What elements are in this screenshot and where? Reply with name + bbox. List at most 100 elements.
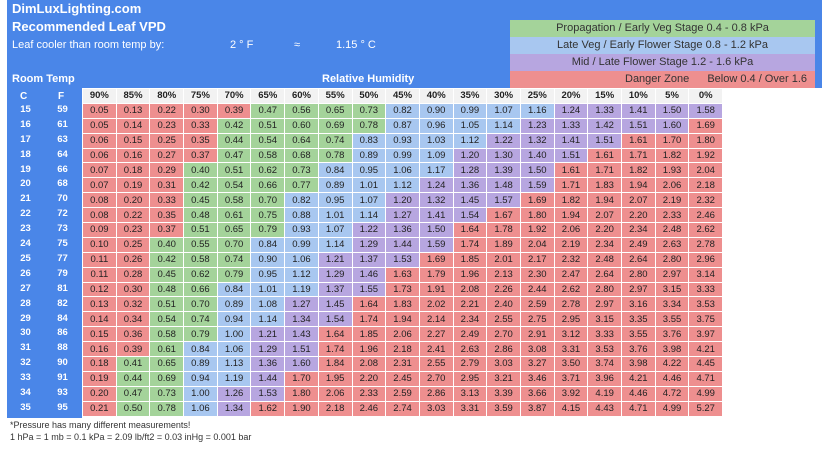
vpd-cell: 3.13 <box>452 385 488 402</box>
vpd-cell: 3.21 <box>486 370 521 387</box>
vpd-cell: 1.19 <box>284 281 319 298</box>
cooler-f-value: 2 ° F <box>230 39 254 51</box>
vpd-cell: 0.13 <box>115 102 151 119</box>
vpd-cell: 0.16 <box>115 147 151 164</box>
vpd-cell: 1.92 <box>519 222 555 238</box>
vpd-cell: 0.73 <box>284 162 319 179</box>
vpd-cell: 1.22 <box>351 222 387 238</box>
cooler-label: Leaf cooler than room temp by: <box>12 39 165 51</box>
vpd-cell: 2.59 <box>385 385 420 402</box>
vpd-cell: 4.21 <box>688 341 724 358</box>
vpd-cell: 1.85 <box>351 326 387 343</box>
vpd-cell: 2.75 <box>519 311 555 328</box>
vpd-cell: 2.32 <box>553 251 589 268</box>
vpd-cell: 1.17 <box>418 162 454 179</box>
vpd-cell: 4.46 <box>654 370 690 387</box>
humidity-header-cell: 45% <box>385 88 420 104</box>
vpd-cell: 3.16 <box>621 296 656 313</box>
vpd-cell: 1.00 <box>183 385 218 402</box>
vpd-cell: 1.50 <box>654 102 690 119</box>
vpd-cell: 2.34 <box>587 236 622 253</box>
vpd-cell: 2.26 <box>486 281 521 298</box>
vpd-cell: 2.86 <box>486 341 521 358</box>
vpd-cell: 2.74 <box>385 400 420 417</box>
vpd-cell: 0.51 <box>149 296 185 313</box>
vpd-cell: 0.51 <box>216 162 252 179</box>
vpd-cell: 4.43 <box>587 400 622 417</box>
vpd-cell: 0.35 <box>149 207 185 224</box>
vpd-cell: 0.99 <box>385 147 420 164</box>
vpd-cell: 2.02 <box>418 296 454 313</box>
vpd-cell: 3.55 <box>621 326 656 343</box>
vpd-cell: 1.12 <box>284 266 319 283</box>
temp-row: 19 66 <box>7 163 82 178</box>
vpd-cell: 1.36 <box>452 177 488 194</box>
vpd-cell: 3.74 <box>587 356 622 372</box>
vpd-cell: 5.27 <box>688 400 724 417</box>
temp-c: 22 <box>20 208 31 220</box>
vpd-cell: 1.07 <box>351 192 387 209</box>
vpd-cell: 0.13 <box>82 296 117 313</box>
table-row: 0.07 0.19 0.31 0.42 0.54 0.66 0.77 0.89 1.01 1.12… <box>82 177 724 194</box>
humidity-header-cell: 35% <box>452 88 488 104</box>
vpd-cell: 0.10 <box>82 236 117 253</box>
vpd-cell: 1.36 <box>250 356 286 372</box>
vpd-cell: 2.91 <box>519 326 555 343</box>
vpd-cell: 2.96 <box>688 251 724 268</box>
vpd-cell: 2.34 <box>452 311 488 328</box>
vpd-cell: 2.06 <box>553 222 589 238</box>
vpd-cell: 1.73 <box>385 281 420 298</box>
vpd-cell: 0.25 <box>115 236 151 253</box>
temp-row: 18 64 <box>7 148 82 163</box>
vpd-cell: 1.06 <box>183 400 218 417</box>
vpd-cell: 0.65 <box>216 222 252 238</box>
vpd-cell: 1.45 <box>317 296 353 313</box>
vpd-cell: 2.30 <box>519 266 555 283</box>
vpd-cell: 0.14 <box>82 311 117 328</box>
vpd-cell: 0.09 <box>82 222 117 238</box>
approx-symbol: ≈ <box>294 39 301 51</box>
vpd-cell: 0.27 <box>149 147 185 164</box>
vpd-cell: 0.45 <box>183 192 218 209</box>
temp-row: 28 82 <box>7 297 82 312</box>
temp-f: 70 <box>57 193 68 205</box>
vpd-cell: 2.08 <box>452 281 488 298</box>
vpd-cell: 1.61 <box>553 162 589 179</box>
vpd-cell: 1.95 <box>317 370 353 387</box>
humidity-header-cell: 10% <box>621 88 656 104</box>
vpd-cell: 2.06 <box>385 326 420 343</box>
vpd-cell: 2.64 <box>621 251 656 268</box>
temp-row: 21 70 <box>7 192 82 207</box>
vpd-cell: 1.96 <box>452 266 488 283</box>
temp-f: 79 <box>57 267 68 279</box>
vpd-cell: 3.98 <box>621 356 656 372</box>
vpd-cell: 2.80 <box>621 266 656 283</box>
vpd-cell: 1.20 <box>452 147 488 164</box>
vpd-cell: 1.51 <box>621 117 656 134</box>
vpd-cell: 1.06 <box>216 341 252 358</box>
vpd-cell: 3.31 <box>452 400 488 417</box>
vpd-cell: 1.58 <box>688 102 724 119</box>
vpd-cell: 1.44 <box>250 370 286 387</box>
vpd-cell: 0.08 <box>82 207 117 224</box>
vpd-cell: 1.67 <box>486 207 521 224</box>
vpd-cell: 0.58 <box>250 147 286 164</box>
vpd-cell: 0.15 <box>82 326 117 343</box>
vpd-cell: 0.54 <box>250 132 286 149</box>
vpd-cell: 2.70 <box>486 326 521 343</box>
vpd-cell: 2.49 <box>452 326 488 343</box>
vpd-cell: 0.84 <box>250 236 286 253</box>
vpd-cell: 3.34 <box>654 296 690 313</box>
temp-c: 26 <box>20 267 31 279</box>
vpd-cell: 2.34 <box>621 222 656 238</box>
vpd-cell: 0.50 <box>115 400 151 417</box>
vpd-cell: 4.71 <box>621 400 656 417</box>
vpd-cell: 0.26 <box>115 251 151 268</box>
humidity-header-row: 90% 85% 80% 75% 70% 65% 60% 55% 50% 45% 40% 35% 30% 2… <box>82 88 724 104</box>
vpd-cell: 1.92 <box>688 147 724 164</box>
vpd-cell: 0.94 <box>183 370 218 387</box>
table-row: 0.06 0.16 0.27 0.37 0.47 0.58 0.68 0.78 0.89 0.99… <box>82 147 724 164</box>
vpd-cell: 4.45 <box>688 356 724 372</box>
vpd-cell: 0.96 <box>418 117 454 134</box>
vpd-cell: 1.50 <box>519 162 555 179</box>
